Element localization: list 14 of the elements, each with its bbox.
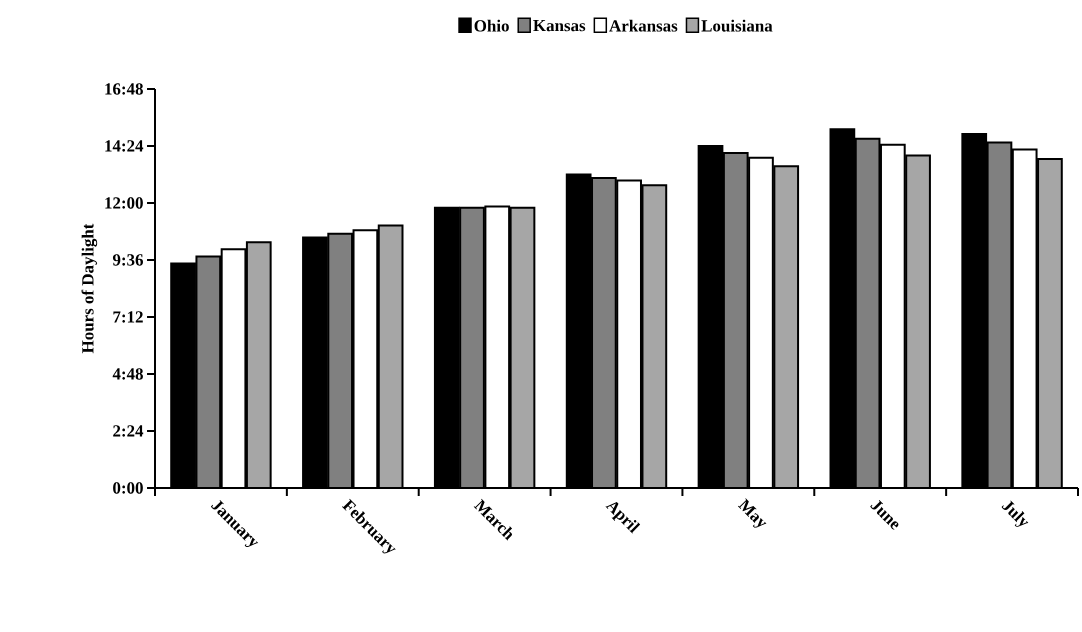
x-tick-label: July xyxy=(1001,500,1029,527)
legend-label: Arkansas xyxy=(609,19,678,32)
y-tick-label: 7:12 xyxy=(113,311,143,323)
y-tick-label: 12:00 xyxy=(105,197,143,209)
y-tick-label: 9:36 xyxy=(112,254,144,266)
y-tick-label: 2:24 xyxy=(113,425,144,437)
y-tick-label: 4:48 xyxy=(112,368,143,380)
legend-label: Louisiana xyxy=(701,19,773,32)
y-tick-label: 0:00 xyxy=(113,482,143,494)
y-axis-title: Hours of Daylight xyxy=(81,223,98,354)
legend-label: Kansas xyxy=(533,20,586,32)
legend-label: Ohio xyxy=(474,19,509,32)
y-tick-label: 14:24 xyxy=(105,140,144,152)
y-tick-label: 16:48 xyxy=(105,83,143,95)
